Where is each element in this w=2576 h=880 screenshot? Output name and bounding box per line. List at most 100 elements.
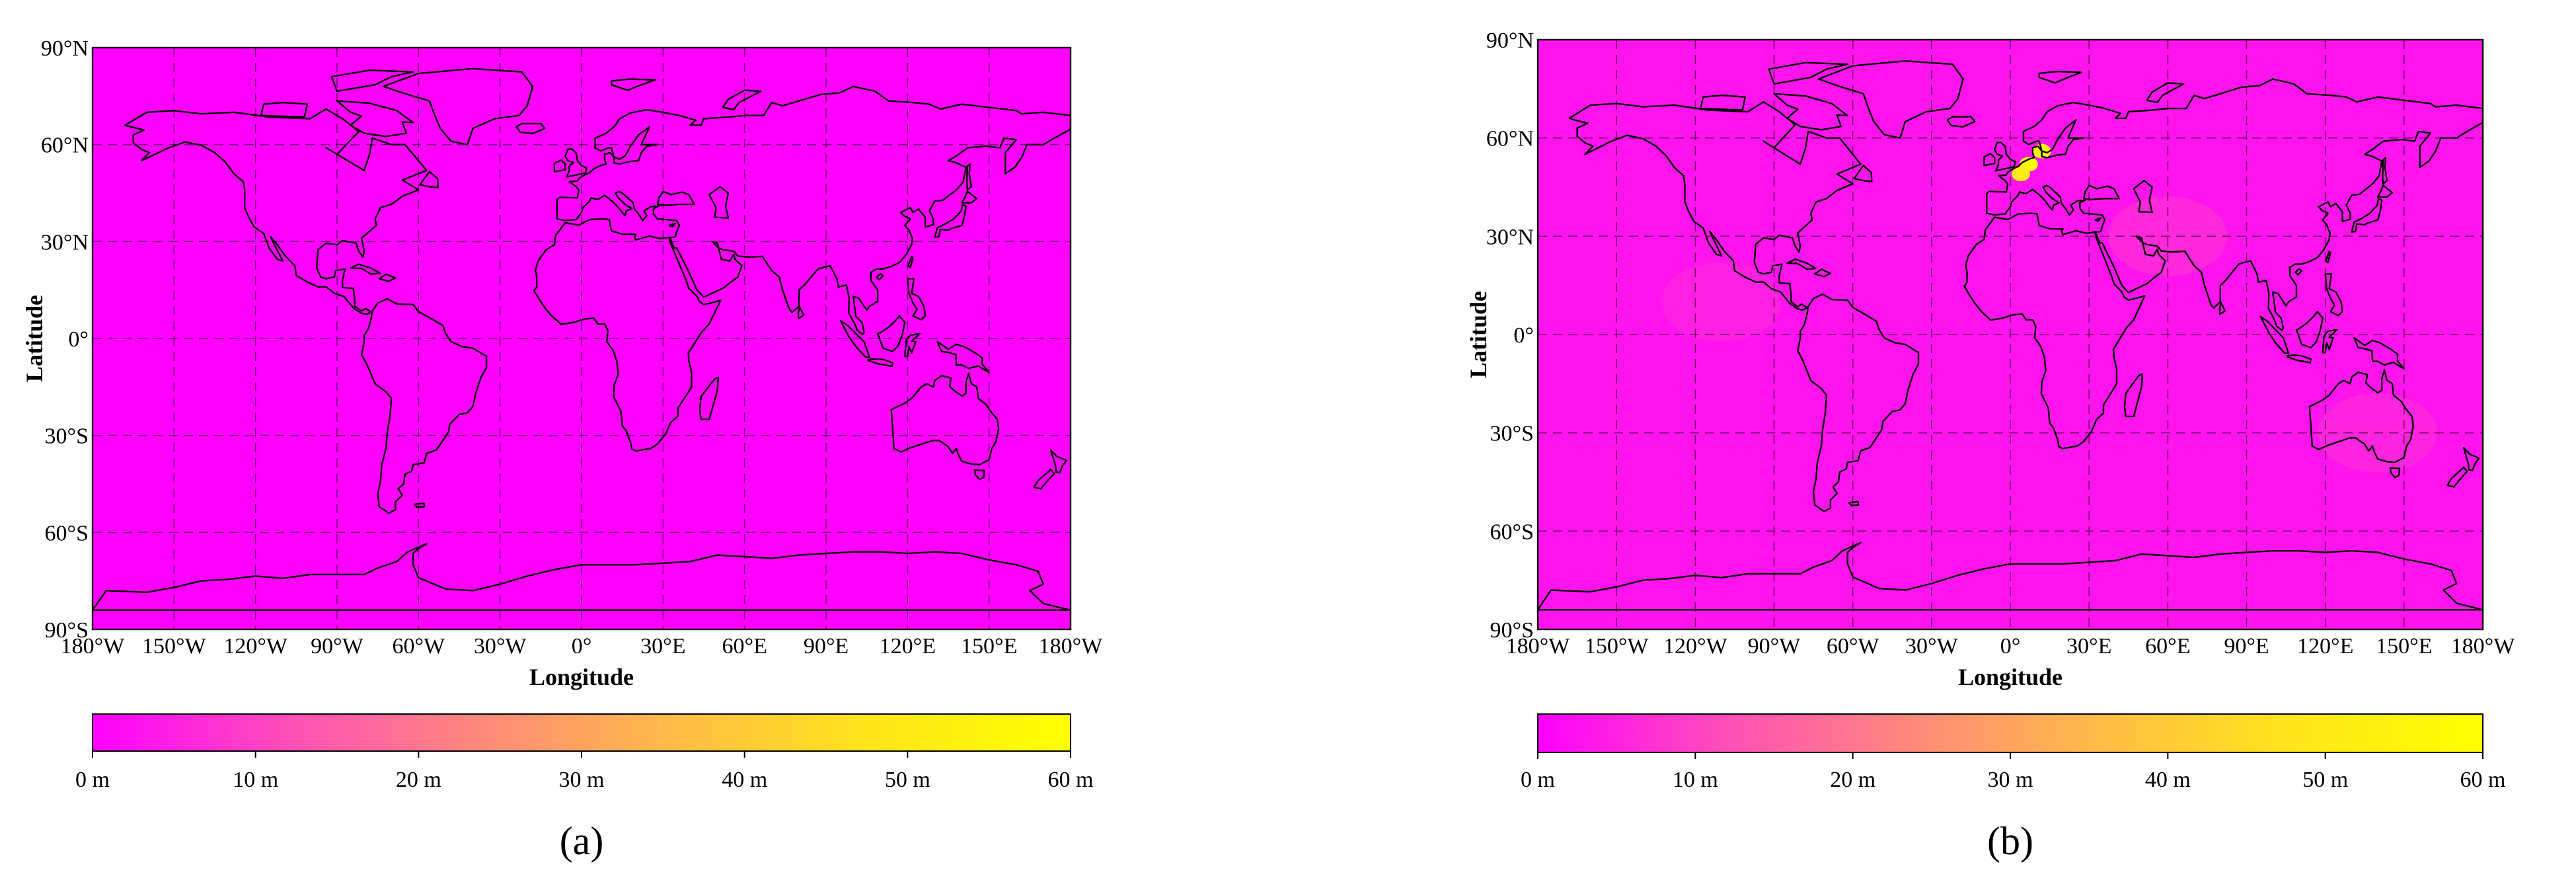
colorbar <box>92 713 1071 752</box>
coastline-14 <box>2295 311 2324 348</box>
coastline-3 <box>1986 78 2483 331</box>
coastline-33 <box>2389 467 2401 479</box>
y-tick-label: 90°N <box>41 36 89 61</box>
y-tick-label: 0° <box>68 327 89 352</box>
coastline-23 <box>2446 466 2468 488</box>
y-axis-title: Latitude <box>1465 291 1492 378</box>
coastline-27 <box>1773 93 1848 131</box>
colorbar-tick-label: 20 m <box>396 768 441 792</box>
coastline-21 <box>2218 301 2226 315</box>
coastline-9 <box>564 148 587 178</box>
x-tick-label: 120°E <box>880 634 936 659</box>
coastlines <box>93 67 1071 611</box>
grid-lines <box>93 48 1071 629</box>
x-tick-label: 60°W <box>1827 634 1880 659</box>
coastline-9 <box>1994 141 2016 172</box>
coastline-14 <box>876 315 906 352</box>
panel-label: (a) <box>560 819 604 863</box>
x-tick-label: 120°W <box>1663 634 1728 659</box>
coastline-21 <box>797 305 805 319</box>
x-tick-label: 30°E <box>640 634 685 659</box>
coastline-16 <box>867 358 893 368</box>
x-tick-label: 120°W <box>223 634 288 659</box>
coastline-23 <box>1033 468 1055 490</box>
panel-label: (b) <box>1987 819 2033 863</box>
y-tick-label: 30°N <box>41 230 89 255</box>
x-tick-label: 90°W <box>311 634 364 659</box>
panel-a: 180°W 150°W 120°W 90°W 60°W 30°W 0° 30°E 60°E 90°… <box>21 36 1103 863</box>
coastline-4 <box>2041 119 2085 159</box>
y-tick-label: 30°N <box>1486 225 1534 249</box>
coastline-10 <box>553 159 566 173</box>
coastline-5 <box>1963 212 2146 450</box>
colorbar-tick-label: 50 m <box>885 768 930 792</box>
x-tick-label: 150°E <box>2376 634 2432 659</box>
coastline-4 <box>613 126 659 165</box>
x-tick-label: 60°W <box>392 634 445 659</box>
coastline-0 <box>124 108 428 315</box>
x-tick-label: 0° <box>572 634 592 659</box>
coastline-17 <box>2322 329 2338 354</box>
x-tick-label: 180°W <box>2451 634 2516 659</box>
x-tick-label: 150°W <box>1585 634 1649 659</box>
coastline-28 <box>1700 95 1746 111</box>
x-tick-label: 30°W <box>1905 634 1959 659</box>
colorbar-tick-label: 30 m <box>1988 768 2033 792</box>
coastline-36 <box>414 502 426 508</box>
coastline-37 <box>876 273 884 281</box>
coastline-31 <box>2146 82 2185 104</box>
y-tick-label: 0° <box>1513 323 1534 348</box>
coastline-18 <box>2353 337 2405 370</box>
coastline-11 <box>1946 116 1976 128</box>
coastline-5 <box>533 218 722 452</box>
coastline-7 <box>890 372 1000 465</box>
coastline-8 <box>93 543 1071 611</box>
y-tick-label: 30°S <box>1490 422 1534 446</box>
coastline-1 <box>1817 60 1964 139</box>
colorbar-tick-label: 40 m <box>2145 768 2191 792</box>
coastline-25 <box>378 273 397 282</box>
coastline-2 <box>1797 293 1920 512</box>
coastline-11 <box>515 122 546 135</box>
x-tick-label: 120°E <box>2297 634 2353 659</box>
coastline-17 <box>904 333 921 358</box>
coastline-26 <box>1853 165 1873 182</box>
coastline-6 <box>2123 373 2143 418</box>
colorbar-tick-label: 0 m <box>75 768 110 792</box>
coastline-24 <box>1786 258 1817 270</box>
coastline-22 <box>2462 446 2480 471</box>
coastline-8 <box>1538 541 2483 611</box>
coastline-34 <box>708 186 730 219</box>
colorbar-tick-label: 60 m <box>2460 768 2506 792</box>
hotspot-4 <box>1662 262 1782 342</box>
coastline-3 <box>556 85 1071 335</box>
coastline-25 <box>1813 268 1832 278</box>
coastline-22 <box>1049 449 1067 474</box>
coastline-32 <box>966 163 973 191</box>
y-tick-label: 60°S <box>1490 520 1534 544</box>
coastline-38 <box>2094 217 2102 222</box>
colorbar-tick-label: 50 m <box>2302 768 2348 792</box>
coastline-27 <box>336 100 414 138</box>
coastline-15 <box>2259 315 2290 354</box>
coastline-35 <box>2083 184 2120 200</box>
coastline-30 <box>2038 70 2082 84</box>
coastline-31 <box>722 89 762 111</box>
panel-b: 180°W 150°W 120°W 90°W 60°W 30°W 0° 30°E 60°E 90°… <box>1288 0 2576 880</box>
coastline-7 <box>2308 369 2414 463</box>
map-frame <box>1536 38 2484 631</box>
coastline-19 <box>907 278 927 321</box>
coastline-12 <box>2351 198 2383 233</box>
coastline-10 <box>1983 153 1996 167</box>
x-tick-label: 0° <box>2000 634 2021 659</box>
hotspot-2 <box>2011 167 2030 182</box>
y-tick-label: 90°N <box>1486 28 1534 53</box>
coastline-20 <box>907 256 914 268</box>
coastline-34 <box>2133 179 2153 214</box>
coastline-29 <box>1768 61 1848 85</box>
coastline-20 <box>2325 251 2331 264</box>
x-tick-label: 150°W <box>142 634 207 659</box>
map-chart-b: 180°W 150°W 120°W 90°W 60°W 30°W 0° 30°E 60°E 90°… <box>1465 28 2516 863</box>
coastline-19 <box>2324 273 2343 317</box>
coastlines <box>1538 60 2483 611</box>
